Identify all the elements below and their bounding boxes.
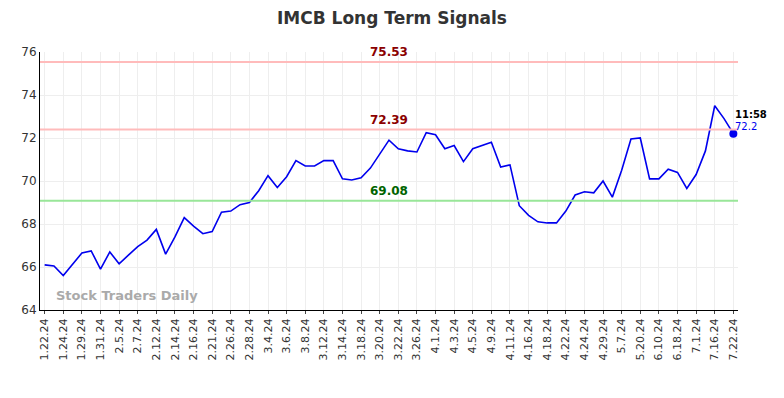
svg-text:5.20.24: 5.20.24: [634, 318, 647, 360]
svg-text:2.5.24: 2.5.24: [113, 318, 126, 353]
svg-text:4.16.24: 4.16.24: [522, 318, 535, 360]
svg-text:4.18.24: 4.18.24: [541, 318, 554, 360]
svg-text:69.08: 69.08: [370, 184, 408, 198]
svg-text:6.10.24: 6.10.24: [652, 318, 665, 360]
svg-text:7.16.24: 7.16.24: [708, 318, 721, 360]
svg-text:4.9.24: 4.9.24: [485, 318, 498, 353]
svg-text:4.1.24: 4.1.24: [429, 318, 442, 353]
svg-text:2.12.24: 2.12.24: [150, 318, 163, 360]
svg-text:IMCB Long Term Signals: IMCB Long Term Signals: [277, 8, 507, 28]
svg-text:76: 76: [21, 45, 36, 59]
svg-text:2.26.24: 2.26.24: [224, 318, 237, 360]
svg-text:3.6.24: 3.6.24: [280, 318, 293, 353]
svg-text:72: 72: [21, 131, 36, 145]
svg-text:2.28.24: 2.28.24: [243, 318, 256, 360]
svg-text:6.18.24: 6.18.24: [671, 318, 684, 360]
svg-text:5.7.24: 5.7.24: [615, 318, 628, 353]
svg-text:72.2: 72.2: [735, 121, 757, 132]
svg-text:3.14.24: 3.14.24: [336, 318, 349, 360]
svg-text:3.18.24: 3.18.24: [355, 318, 368, 360]
svg-text:7.22.24: 7.22.24: [727, 318, 740, 360]
svg-text:4.11.24: 4.11.24: [504, 318, 517, 360]
svg-text:72.39: 72.39: [370, 113, 408, 127]
svg-text:68: 68: [21, 217, 36, 231]
svg-text:1.29.24: 1.29.24: [75, 318, 88, 360]
svg-text:75.53: 75.53: [370, 45, 408, 59]
svg-text:4.3.24: 4.3.24: [448, 318, 461, 353]
svg-text:1.24.24: 1.24.24: [57, 318, 70, 360]
svg-text:70: 70: [21, 174, 36, 188]
svg-text:64: 64: [21, 303, 36, 317]
svg-text:3.4.24: 3.4.24: [262, 318, 275, 353]
svg-text:2.16.24: 2.16.24: [187, 318, 200, 360]
svg-text:11:58: 11:58: [735, 109, 767, 120]
svg-text:1.22.24: 1.22.24: [38, 318, 51, 360]
svg-text:3.22.24: 3.22.24: [392, 318, 405, 360]
svg-text:2.7.24: 2.7.24: [131, 318, 144, 353]
svg-text:4.24.24: 4.24.24: [578, 318, 591, 360]
svg-text:3.20.24: 3.20.24: [373, 318, 386, 360]
svg-text:2.21.24: 2.21.24: [206, 318, 219, 360]
svg-text:1.31.24: 1.31.24: [94, 318, 107, 360]
svg-text:7.1.24: 7.1.24: [690, 318, 703, 353]
svg-text:3.8.24: 3.8.24: [299, 318, 312, 353]
svg-text:4.5.24: 4.5.24: [466, 318, 479, 353]
svg-text:3.26.24: 3.26.24: [410, 318, 423, 360]
svg-text:4.22.24: 4.22.24: [559, 318, 572, 360]
svg-text:2.14.24: 2.14.24: [169, 318, 182, 360]
svg-text:3.12.24: 3.12.24: [317, 318, 330, 360]
svg-text:4.29.24: 4.29.24: [597, 318, 610, 360]
svg-text:Stock Traders Daily: Stock Traders Daily: [56, 288, 198, 303]
svg-text:74: 74: [21, 88, 36, 102]
svg-text:66: 66: [21, 260, 36, 274]
